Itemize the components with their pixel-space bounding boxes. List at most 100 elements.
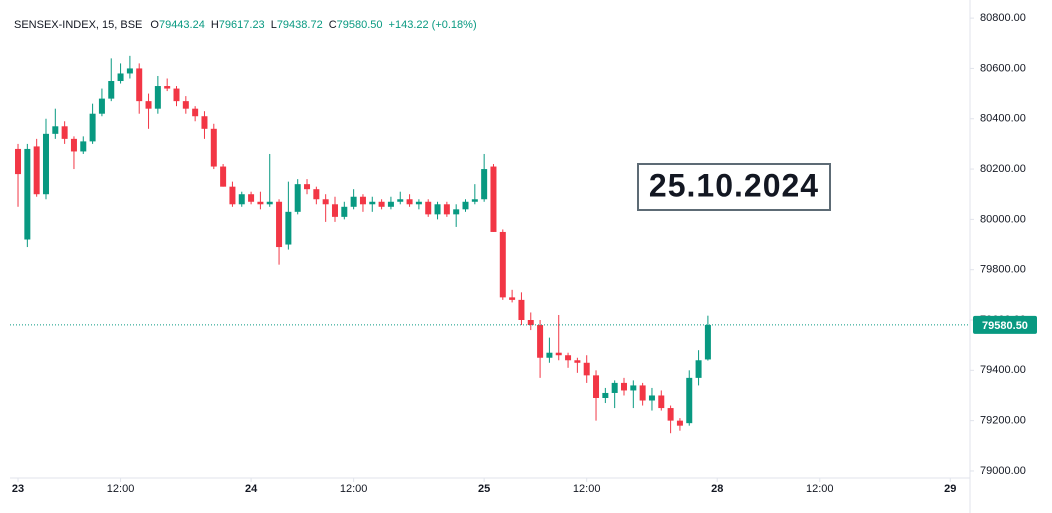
candle-body [434, 204, 441, 215]
x-tick-label: 25 [478, 483, 490, 495]
candle-body [658, 395, 665, 409]
readout-value: 79438.72 [277, 19, 323, 31]
candle-body [648, 395, 655, 401]
candle-body [33, 146, 40, 195]
readout-prefix: O [150, 19, 159, 31]
candle-body [70, 138, 77, 152]
candle-body [42, 133, 49, 195]
y-tick-label: 79400.00 [980, 364, 1026, 376]
symbol: SENSEX-INDEX, 15, BSE [14, 19, 142, 31]
x-tick-label: 29 [944, 483, 956, 495]
candle-body [229, 186, 236, 205]
x-tick-label: 12:00 [107, 483, 135, 495]
candle-body [565, 355, 572, 361]
candle-body [453, 209, 460, 215]
x-tick-label: 28 [711, 483, 723, 495]
candle-body [593, 375, 600, 398]
readout-value: 79580.50 [337, 19, 383, 31]
candle-body [676, 420, 683, 426]
y-tick-label: 80000.00 [980, 213, 1026, 225]
x-tick-label: 12:00 [806, 483, 834, 495]
candle-body [518, 299, 525, 321]
candle-body [117, 73, 124, 82]
y-tick-label: 79000.00 [980, 465, 1026, 477]
last-price-tag [973, 315, 1037, 334]
candle-body [80, 141, 87, 152]
x-tick-label: 12:00 [340, 483, 368, 495]
candle-body [24, 148, 31, 240]
candle-body [611, 382, 618, 393]
y-tick-label: 80400.00 [980, 113, 1026, 125]
candle-body [425, 201, 432, 215]
candle-body [322, 199, 329, 205]
candle-body [555, 352, 562, 356]
candle-body [397, 199, 404, 202]
candle-body [639, 385, 646, 401]
last-price-label: 79580.50 [982, 320, 1028, 332]
candle-body [415, 201, 422, 205]
readout-change: +143.22 (+0.18%) [389, 19, 477, 31]
x-tick-label: 12:00 [573, 483, 601, 495]
candle-body [313, 189, 320, 200]
y-tick-label: 80600.00 [980, 62, 1026, 74]
candle-body [192, 108, 199, 117]
candle-body [630, 385, 637, 391]
candle-body [583, 362, 590, 376]
candle-body [686, 377, 693, 424]
candle-body [201, 116, 208, 129]
readout-value: 79443.24 [159, 19, 205, 31]
candle-body [266, 201, 273, 205]
candle-body [154, 86, 161, 109]
candle-body [294, 184, 301, 212]
x-tick-label: 24 [245, 483, 258, 495]
candle-body [369, 201, 376, 205]
candle-body [704, 324, 711, 360]
readout-value: 79617.23 [219, 19, 265, 31]
candle-body [537, 325, 544, 358]
candle-body [471, 199, 478, 202]
candle-body [136, 68, 143, 102]
candle-body [182, 101, 189, 109]
candle-body [499, 231, 506, 298]
candle-body [98, 98, 105, 114]
candle-body [387, 201, 394, 207]
y-tick-label: 80800.00 [980, 12, 1026, 24]
candle-body [350, 196, 357, 207]
candle-body [220, 166, 227, 187]
candle-body [15, 148, 22, 175]
readout-prefix: L [271, 19, 277, 31]
candle-body [173, 88, 180, 102]
candle-body [248, 194, 255, 202]
candle-body [238, 194, 245, 205]
candle-body [164, 86, 171, 89]
candle-body [89, 113, 96, 142]
readout-prefix: H [211, 19, 219, 31]
x-tick-label: 23 [12, 483, 24, 495]
annotation-box [637, 163, 831, 211]
candle-body [602, 392, 609, 398]
candle-body [126, 68, 133, 74]
candle-body [304, 184, 311, 190]
candle-body [145, 101, 152, 109]
candle-body [378, 201, 385, 207]
candle-body [462, 201, 469, 210]
candle-body [620, 382, 627, 391]
candle-body [276, 201, 283, 248]
candle-body [406, 199, 413, 205]
candle-body [52, 126, 59, 134]
y-tick-label: 80200.00 [980, 163, 1026, 175]
candle-body [509, 297, 516, 300]
candle-body [257, 201, 264, 205]
candle-body [695, 360, 702, 378]
y-tick-label: 79200.00 [980, 415, 1026, 427]
candle-body [331, 204, 338, 217]
candle-body [285, 211, 292, 245]
candle-body [341, 206, 348, 217]
candle-body [210, 128, 217, 167]
candle-body [481, 169, 488, 200]
annotation: 25.10.2024 [649, 167, 819, 203]
y-tick-label: 79800.00 [980, 264, 1026, 276]
candle-body [359, 196, 366, 205]
